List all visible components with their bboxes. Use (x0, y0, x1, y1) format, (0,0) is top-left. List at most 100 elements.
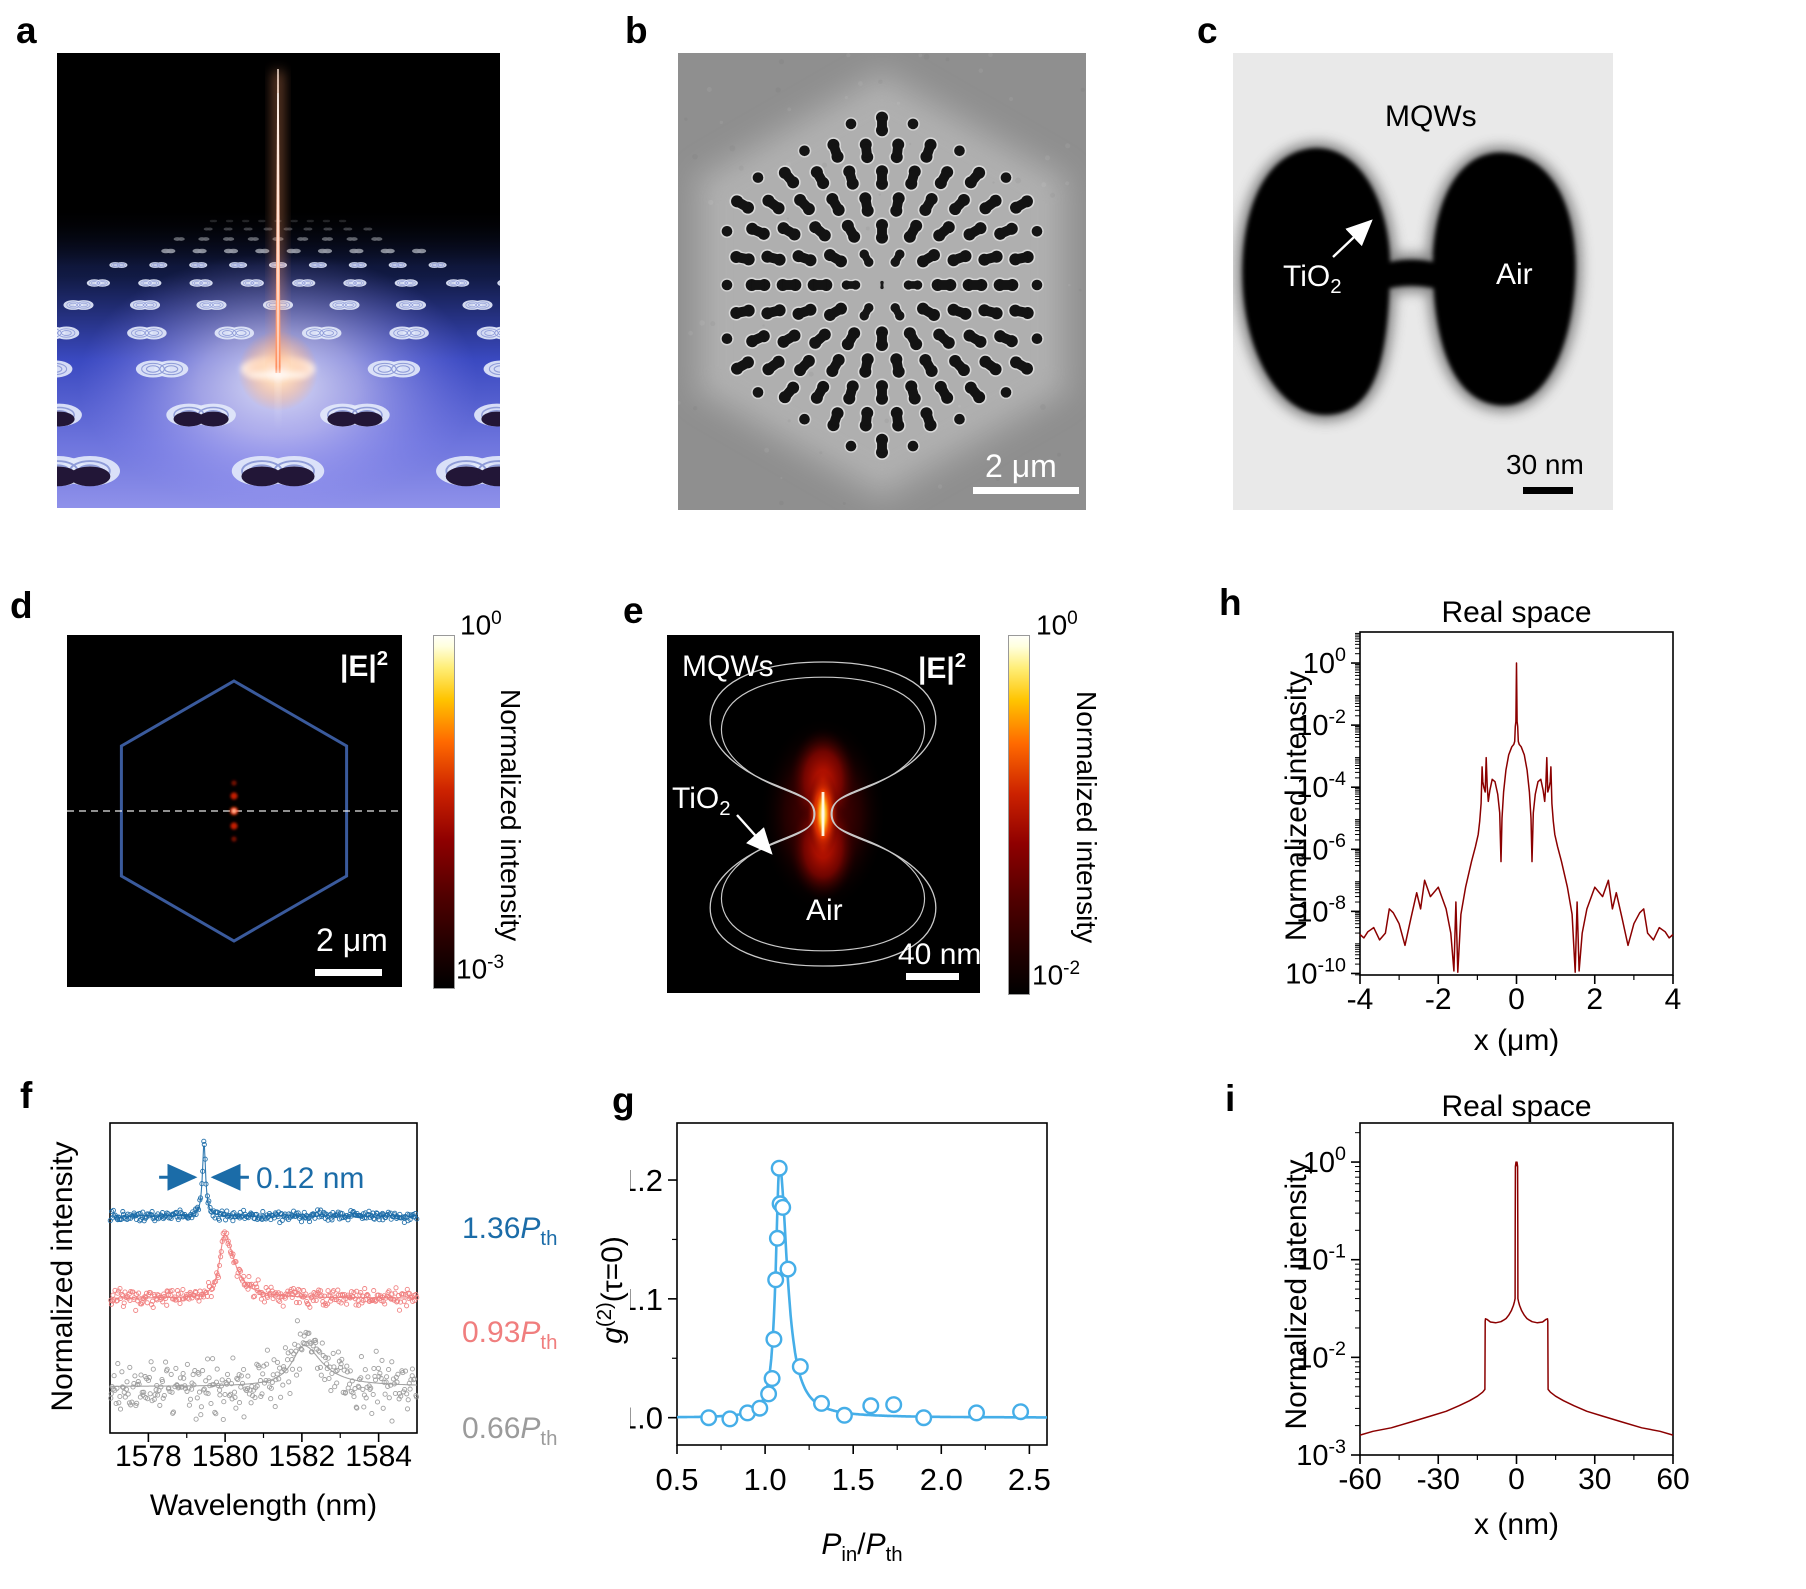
svg-text:2.0: 2.0 (920, 1462, 963, 1497)
mqws-label-e: MQWs (682, 650, 774, 683)
colorbar-d-min: 10-3 (456, 952, 505, 985)
air-label-e: Air (806, 894, 843, 927)
laser-beam (248, 69, 308, 431)
g2-data-point (812, 1394, 830, 1412)
field-map-hexagon (67, 635, 402, 987)
chart-g-xlabel: Pin/Pth (821, 1528, 903, 1566)
svg-text:0.5: 0.5 (655, 1462, 698, 1497)
bowtie-scalebar (906, 973, 959, 980)
g2-data-point (770, 1159, 788, 1177)
svg-text:2: 2 (1586, 983, 1603, 1016)
bowtie-holes (1242, 148, 1576, 415)
nanohole-array (57, 219, 500, 487)
g2-data-point (768, 1229, 786, 1247)
panel-c-label: c (1197, 10, 1218, 51)
panel-b-label: b (625, 10, 648, 51)
mode-hotspot (230, 780, 238, 842)
pump-label-3: 0.66Pth (462, 1412, 558, 1450)
air-label: Air (1496, 258, 1533, 291)
colorbar-e-max: 100 (1036, 608, 1078, 641)
svg-text:1.2: 1.2 (630, 1163, 663, 1198)
svg-text:1.5: 1.5 (832, 1462, 875, 1497)
tem-scalebar-label: 30 nm (1506, 449, 1584, 480)
g2-data-point (751, 1399, 769, 1417)
spectrum-0.93Pth (108, 1229, 420, 1313)
svg-text:1578: 1578 (115, 1440, 182, 1473)
svg-text:1.0: 1.0 (744, 1462, 787, 1497)
linewidth-annotation: 0.12 nm (256, 1162, 365, 1195)
tio2-arrow-e (736, 814, 773, 855)
g2-data-point (791, 1358, 809, 1376)
g2-data-point (765, 1330, 783, 1348)
chart-g-ylabel: g(2)(τ=0) (594, 1236, 629, 1344)
g2-data-point (763, 1370, 781, 1388)
svg-text:-4: -4 (1347, 983, 1374, 1016)
chart-f-xlabel: Wavelength (nm) (149, 1489, 378, 1522)
bowtie-scalebar-label: 40 nm (898, 938, 982, 971)
svg-text:1.1: 1.1 (630, 1282, 663, 1317)
g2-data-point (1012, 1403, 1030, 1421)
svg-text:2.5: 2.5 (1008, 1462, 1051, 1497)
field-map-scalebar (315, 969, 382, 976)
g2-data-point (862, 1397, 880, 1415)
colorbar-d-title: Normalized intensity (495, 688, 526, 942)
pump-label-2: 0.93Pth (462, 1316, 558, 1354)
g2-data-point (774, 1198, 792, 1216)
colorbar-e-title: Normalized intensity (1071, 691, 1102, 944)
chart-h-xlabel: x (μm) (1473, 1024, 1560, 1057)
panel-g-label: g (612, 1080, 635, 1121)
colorbar-d (433, 635, 455, 989)
chart-g: 0.5 1.0 1.5 2.0 2.5 1.0 1.1 1.2 (630, 1122, 1051, 1497)
colorbar-e (1008, 635, 1030, 995)
panel-a-label: a (16, 10, 37, 51)
svg-text:1580: 1580 (192, 1440, 259, 1473)
spectrum-0.66Pth (108, 1318, 420, 1424)
hole-lattice (720, 110, 1044, 461)
bowtie-outline-inner (720, 676, 926, 952)
g2-data-point (700, 1409, 718, 1427)
chart-i-ylabel: Normalized intensity (1280, 1159, 1313, 1430)
svg-text:60: 60 (1656, 1463, 1689, 1496)
svg-text:0: 0 (1508, 1463, 1525, 1496)
svg-text:10-4: 10-4 (1296, 768, 1346, 804)
chart-h-ylabel: Normalized intensity (1280, 670, 1313, 942)
e-squared-label-e: |E|2 (918, 650, 967, 685)
colorbar-e-min: 10-2 (1032, 958, 1081, 991)
svg-text:1584: 1584 (345, 1440, 412, 1473)
svg-text:30: 30 (1578, 1463, 1611, 1496)
cavity-hexagon-outline (119, 679, 349, 943)
g2-fit-line (677, 1163, 1047, 1419)
g2-data-point (835, 1406, 853, 1424)
svg-text:-2: -2 (1425, 983, 1452, 1016)
chart-h-title: Real space (1441, 596, 1592, 629)
svg-text:4: 4 (1665, 983, 1682, 1016)
colorbar-d-max: 100 (460, 608, 502, 641)
g2-data-point (721, 1410, 739, 1428)
g2-data-point (885, 1396, 903, 1414)
sem-scalebar-label: 2 μm (985, 448, 1057, 484)
chart-i-xlabel: x (nm) (1474, 1508, 1559, 1541)
svg-text:0: 0 (1508, 983, 1525, 1016)
g2-data-point (760, 1385, 778, 1403)
chart-f: 1578 1580 1582 1584 (107, 1122, 420, 1473)
chart-f-ylabel: Normalized intensity (46, 1141, 79, 1412)
intensity-profile-curve (1359, 1161, 1674, 1436)
svg-text:-30: -30 (1417, 1463, 1460, 1496)
render-3d-illustration (57, 53, 500, 508)
svg-text:-60: -60 (1338, 1463, 1381, 1496)
svg-text:1.0: 1.0 (630, 1401, 663, 1436)
g2-data-point (915, 1409, 933, 1427)
field-map-bowtie (667, 635, 980, 993)
mqws-label: MQWs (1385, 100, 1477, 133)
chart-i-title: Real space (1441, 1090, 1592, 1123)
g2-data-point (767, 1271, 785, 1289)
panel-e-label: e (623, 590, 644, 631)
field-hotspot (759, 716, 887, 912)
sem-scalebar (973, 487, 1079, 494)
tem-scalebar (1523, 487, 1573, 494)
tio2-label-e: TiO2 (672, 782, 731, 820)
svg-text:1582: 1582 (269, 1440, 336, 1473)
